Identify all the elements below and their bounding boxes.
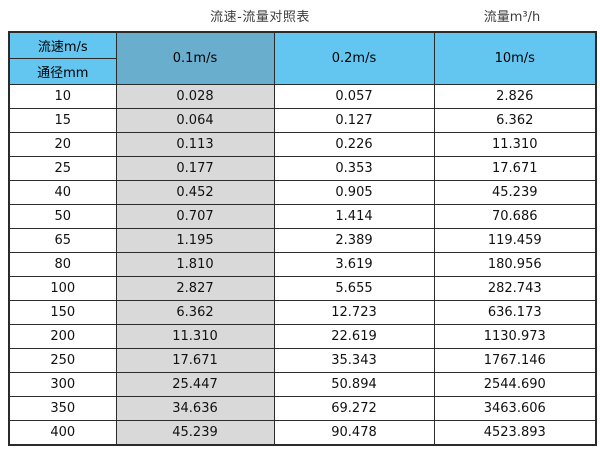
diameter-cell: 250 <box>8 348 117 373</box>
table-row: 200 11.310 22.619 1130.973 <box>8 324 597 349</box>
flow-value-cell: 1.195 <box>115 228 275 253</box>
flow-value-cell: 0.127 <box>273 108 435 133</box>
flow-value-cell: 0.113 <box>115 132 275 157</box>
table-row: 250 17.671 35.343 1767.146 <box>8 348 597 373</box>
flow-value-cell: 0.707 <box>115 204 275 229</box>
flow-value-cell: 1.810 <box>115 252 275 277</box>
flow-value-cell: 0.177 <box>115 156 275 181</box>
table-row: 400 45.239 90.478 4523.893 <box>8 420 597 446</box>
diameter-cell: 350 <box>8 396 117 421</box>
header-col-0-1ms: 0.1m/s <box>115 31 275 85</box>
flow-value-cell: 90.478 <box>273 420 435 446</box>
flow-rate-table: 流速m/s 0.1m/s 0.2m/s 10m/s 通径mm 10 0.028 0.… <box>8 31 597 446</box>
flow-value-cell: 11.310 <box>433 132 597 157</box>
flow-value-cell: 0.226 <box>273 132 435 157</box>
flow-value-cell: 1767.146 <box>433 348 597 373</box>
flow-value-cell: 45.239 <box>115 420 275 446</box>
flow-value-cell: 1130.973 <box>433 324 597 349</box>
flow-value-cell: 34.636 <box>115 396 275 421</box>
table-row: 10 0.028 0.057 2.826 <box>8 84 597 109</box>
diameter-cell: 40 <box>8 180 117 205</box>
header-row-bottom: 通径mm <box>8 58 596 85</box>
diameter-cell: 300 <box>8 372 117 397</box>
flow-value-cell: 2.826 <box>433 84 597 109</box>
table-row: 300 25.447 50.894 2544.690 <box>8 372 597 397</box>
flow-value-cell: 180.956 <box>433 252 597 277</box>
table-row: 20 0.113 0.226 11.310 <box>8 132 597 157</box>
flow-value-cell: 2.389 <box>273 228 435 253</box>
table-row: 40 0.452 0.905 45.239 <box>8 180 597 205</box>
flow-value-cell: 0.057 <box>273 84 435 109</box>
table-row: 150 6.362 12.723 636.173 <box>8 300 597 325</box>
flow-value-cell: 70.686 <box>433 204 597 229</box>
flow-value-cell: 1.414 <box>273 204 435 229</box>
flow-value-cell: 25.447 <box>115 372 275 397</box>
flow-value-cell: 119.459 <box>433 228 597 253</box>
flow-value-cell: 636.173 <box>433 300 597 325</box>
table-row: 100 2.827 5.655 282.743 <box>8 276 597 301</box>
table-row: 65 1.195 2.389 119.459 <box>8 228 597 253</box>
diameter-cell: 200 <box>8 324 117 349</box>
table-row: 80 1.810 3.619 180.956 <box>8 252 597 277</box>
flow-value-cell: 11.310 <box>115 324 275 349</box>
flow-value-cell: 282.743 <box>433 276 597 301</box>
diameter-cell: 400 <box>8 420 117 446</box>
diameter-cell: 100 <box>8 276 117 301</box>
diameter-cell: 15 <box>8 108 117 133</box>
diameter-cell: 25 <box>8 156 117 181</box>
flow-value-cell: 69.272 <box>273 396 435 421</box>
header-velocity-label: 流速m/s <box>8 31 117 59</box>
header-col-0-2ms: 0.2m/s <box>273 31 435 85</box>
flow-value-cell: 6.362 <box>433 108 597 133</box>
flow-value-cell: 0.064 <box>115 108 275 133</box>
header-diameter-label: 通径mm <box>8 58 117 85</box>
header-row-top: 流速m/s 0.1m/s 0.2m/s 10m/s <box>8 31 597 85</box>
diameter-cell: 150 <box>8 300 117 325</box>
flow-value-cell: 3.619 <box>273 252 435 277</box>
table-title: 流速-流量对照表 <box>210 10 310 25</box>
flow-value-cell: 4523.893 <box>433 420 597 446</box>
flow-value-cell: 2.827 <box>115 276 275 301</box>
diameter-cell: 50 <box>8 204 117 229</box>
flow-value-cell: 50.894 <box>273 372 435 397</box>
flow-value-cell: 6.362 <box>115 300 275 325</box>
flow-value-cell: 0.353 <box>273 156 435 181</box>
flow-value-cell: 3463.606 <box>433 396 597 421</box>
table-captions: 流速-流量对照表 流量m³/h <box>0 0 600 31</box>
flow-value-cell: 22.619 <box>273 324 435 349</box>
flow-value-cell: 2544.690 <box>433 372 597 397</box>
flow-value-cell: 12.723 <box>273 300 435 325</box>
table-row: 50 0.707 1.414 70.686 <box>8 204 597 229</box>
header-col-10ms: 10m/s <box>433 31 597 85</box>
table-body: 10 0.028 0.057 2.826 15 0.064 0.127 6.362 20 0.11… <box>8 84 597 446</box>
flow-value-cell: 0.905 <box>273 180 435 205</box>
flow-value-cell: 35.343 <box>273 348 435 373</box>
flow-value-cell: 45.239 <box>433 180 597 205</box>
flow-value-cell: 17.671 <box>115 348 275 373</box>
flow-value-cell: 17.671 <box>433 156 597 181</box>
flow-value-cell: 0.028 <box>115 84 275 109</box>
table-row: 350 34.636 69.272 3463.606 <box>8 396 597 421</box>
diameter-cell: 20 <box>8 132 117 157</box>
diameter-cell: 10 <box>8 84 117 109</box>
flow-value-cell: 0.452 <box>115 180 275 205</box>
diameter-cell: 65 <box>8 228 117 253</box>
table-row: 15 0.064 0.127 6.362 <box>8 108 597 133</box>
table-header: 流速m/s 0.1m/s 0.2m/s 10m/s 通径mm <box>8 31 597 85</box>
table-row: 25 0.177 0.353 17.671 <box>8 156 597 181</box>
diameter-cell: 80 <box>8 252 117 277</box>
flow-value-cell: 5.655 <box>273 276 435 301</box>
flow-unit-label: 流量m³/h <box>483 10 541 25</box>
